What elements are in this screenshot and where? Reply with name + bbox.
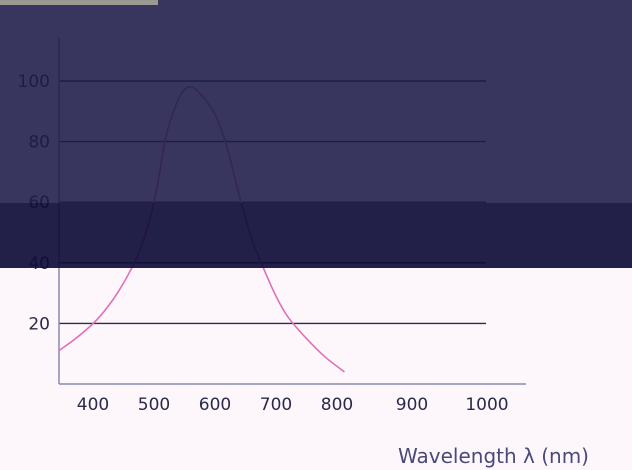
dark-overlay-lower <box>0 203 632 268</box>
x-tick-label: 800 <box>321 395 353 415</box>
x-tick-label: 500 <box>138 395 170 415</box>
x-tick-label: 400 <box>77 395 109 415</box>
x-tick-label: 1000 <box>465 395 508 415</box>
top-left-strip <box>0 0 158 5</box>
x-axis-label: Wavelength λ (nm) <box>398 444 589 468</box>
x-tick-label: 900 <box>396 395 428 415</box>
x-tick-label: 600 <box>199 395 231 415</box>
dark-overlay-upper <box>0 0 632 203</box>
y-tick-label: 20 <box>28 314 50 334</box>
x-tick-labels: 400 500 600 700 800 900 1000 <box>77 395 509 415</box>
x-tick-label: 700 <box>260 395 292 415</box>
